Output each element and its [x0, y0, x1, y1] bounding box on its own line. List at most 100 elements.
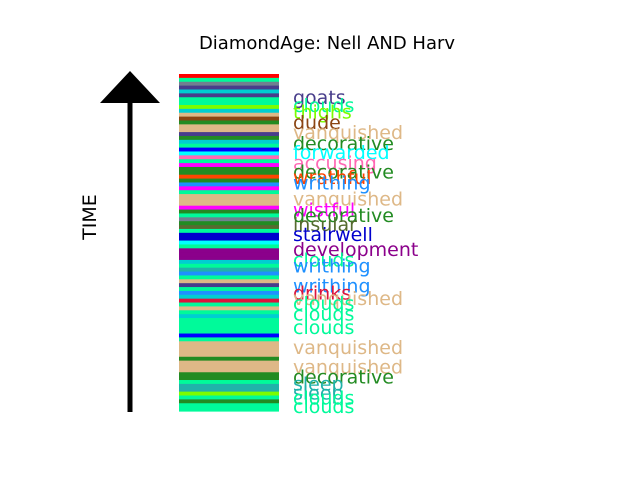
word-label: vanquished [293, 357, 403, 379]
stripe-decorative [179, 170, 279, 176]
stripe-clouds [179, 213, 279, 218]
stripe-vanquished [179, 194, 279, 199]
stripe-insular [179, 225, 279, 230]
stripe-development [179, 252, 279, 257]
stripe-vanquished [179, 201, 279, 207]
stripe-vanquished [179, 364, 279, 369]
stripe-blue [179, 147, 279, 153]
stripe-sleep [179, 387, 279, 393]
word-label: decorative [293, 133, 394, 155]
word-label: writhing [293, 255, 371, 277]
word-label: clouds [293, 249, 354, 271]
word-label: decorative [293, 367, 394, 389]
chart-title: DiamondAge: Nell AND Harv [199, 33, 455, 54]
stripe-vanquished [179, 128, 279, 133]
stripe-clouds [179, 263, 279, 269]
stripe-wistful [179, 186, 279, 191]
stripe-accusing [179, 155, 279, 160]
stripe-development [179, 256, 279, 261]
stripe-vanquished [179, 352, 279, 358]
stripe-clouds [179, 403, 279, 408]
y-axis-label: TIME [79, 194, 101, 241]
word-label: thighs [293, 102, 352, 124]
word-label: development [293, 239, 418, 261]
stripe-vanquished [179, 345, 279, 350]
stripe-decorative [179, 209, 279, 215]
stripe-cyan2 [179, 294, 279, 300]
stripe-wistful [179, 205, 279, 211]
word-label: decorative [293, 205, 394, 227]
stripe-goats [179, 283, 279, 288]
stripe-red [179, 74, 279, 79]
stripe-vanquished [179, 368, 279, 373]
word-label: wistful [293, 200, 355, 222]
stripe-decorative [179, 166, 279, 172]
stripe-clouds [179, 275, 279, 280]
stripe-clouds [179, 287, 279, 292]
word-label: goats [293, 87, 346, 109]
stripe-decorative [179, 356, 279, 362]
stripe-wistful [179, 163, 279, 168]
stripe-clouds [179, 325, 279, 331]
stripe-cyan2 [179, 89, 279, 94]
stripe-stairwell [179, 232, 279, 238]
word-label: clouds [293, 396, 354, 418]
stripe-wrathful [179, 174, 279, 180]
stripe-clouds [179, 321, 279, 327]
word-label: clouds [293, 388, 354, 410]
stripe-goats [179, 132, 279, 137]
stripe-goats [179, 93, 279, 98]
word-label: decorative [293, 162, 394, 184]
stripe-clouds [179, 407, 279, 412]
stripe-clouds [179, 190, 279, 195]
stripe-clouds [179, 143, 279, 149]
stripe-forwarded [179, 151, 279, 156]
stripe-decorative [179, 221, 279, 226]
word-label: clouds [293, 303, 354, 325]
stripe-clouds [179, 337, 279, 342]
stripe-decorative [179, 372, 279, 377]
stripe-vanquished [179, 349, 279, 354]
stripe-cyan2 [179, 139, 279, 145]
word-label: accusing [293, 152, 377, 174]
stripe-dude [179, 116, 279, 122]
stripe-forwarded [179, 240, 279, 246]
word-label: stairwell [293, 224, 373, 246]
stripe-clouds [179, 395, 279, 400]
stripe-vanquished [179, 360, 279, 366]
stripe-writhing [179, 271, 279, 277]
stripe-clouds [179, 329, 279, 335]
stripe-clouds [179, 97, 279, 102]
word-label: vanquished [293, 288, 403, 310]
stripe-clouds [179, 302, 279, 308]
stripe-cyan2 [179, 108, 279, 114]
stripe-cyan2 [179, 314, 279, 319]
stripe-writhing [179, 290, 279, 296]
stripe-goats [179, 85, 279, 91]
stripe-development [179, 248, 279, 253]
word-label: forwarded [293, 142, 390, 164]
stripe-vanquished [179, 112, 279, 118]
stripe-clouds [179, 244, 279, 249]
stripe-writhing [179, 182, 279, 187]
word-label: writhing [293, 276, 371, 298]
word-label: clouds [293, 317, 354, 339]
stripe-stairwell [179, 236, 279, 242]
word-label: vanquished [293, 122, 403, 144]
stripe-drinks [179, 298, 279, 304]
word-label: sleep [293, 373, 344, 395]
word-group: goatscloudsthighsdudevanquisheddecorativ… [293, 87, 418, 418]
stripe-clouds [179, 101, 279, 106]
stripe-thighs [179, 104, 279, 110]
stripe-decorative [179, 399, 279, 404]
word-label: sleep [293, 383, 344, 405]
stripe-clouds [179, 310, 279, 315]
word-label: clouds [293, 95, 354, 117]
stripe-sleep [179, 383, 279, 389]
stripe-vanquished [179, 197, 279, 203]
stripe-decorative [179, 135, 279, 141]
stripe-vanquished [179, 306, 279, 311]
stripe-gray [179, 217, 279, 222]
word-label: vanquished [293, 337, 403, 359]
word-label: drinks [293, 282, 351, 304]
